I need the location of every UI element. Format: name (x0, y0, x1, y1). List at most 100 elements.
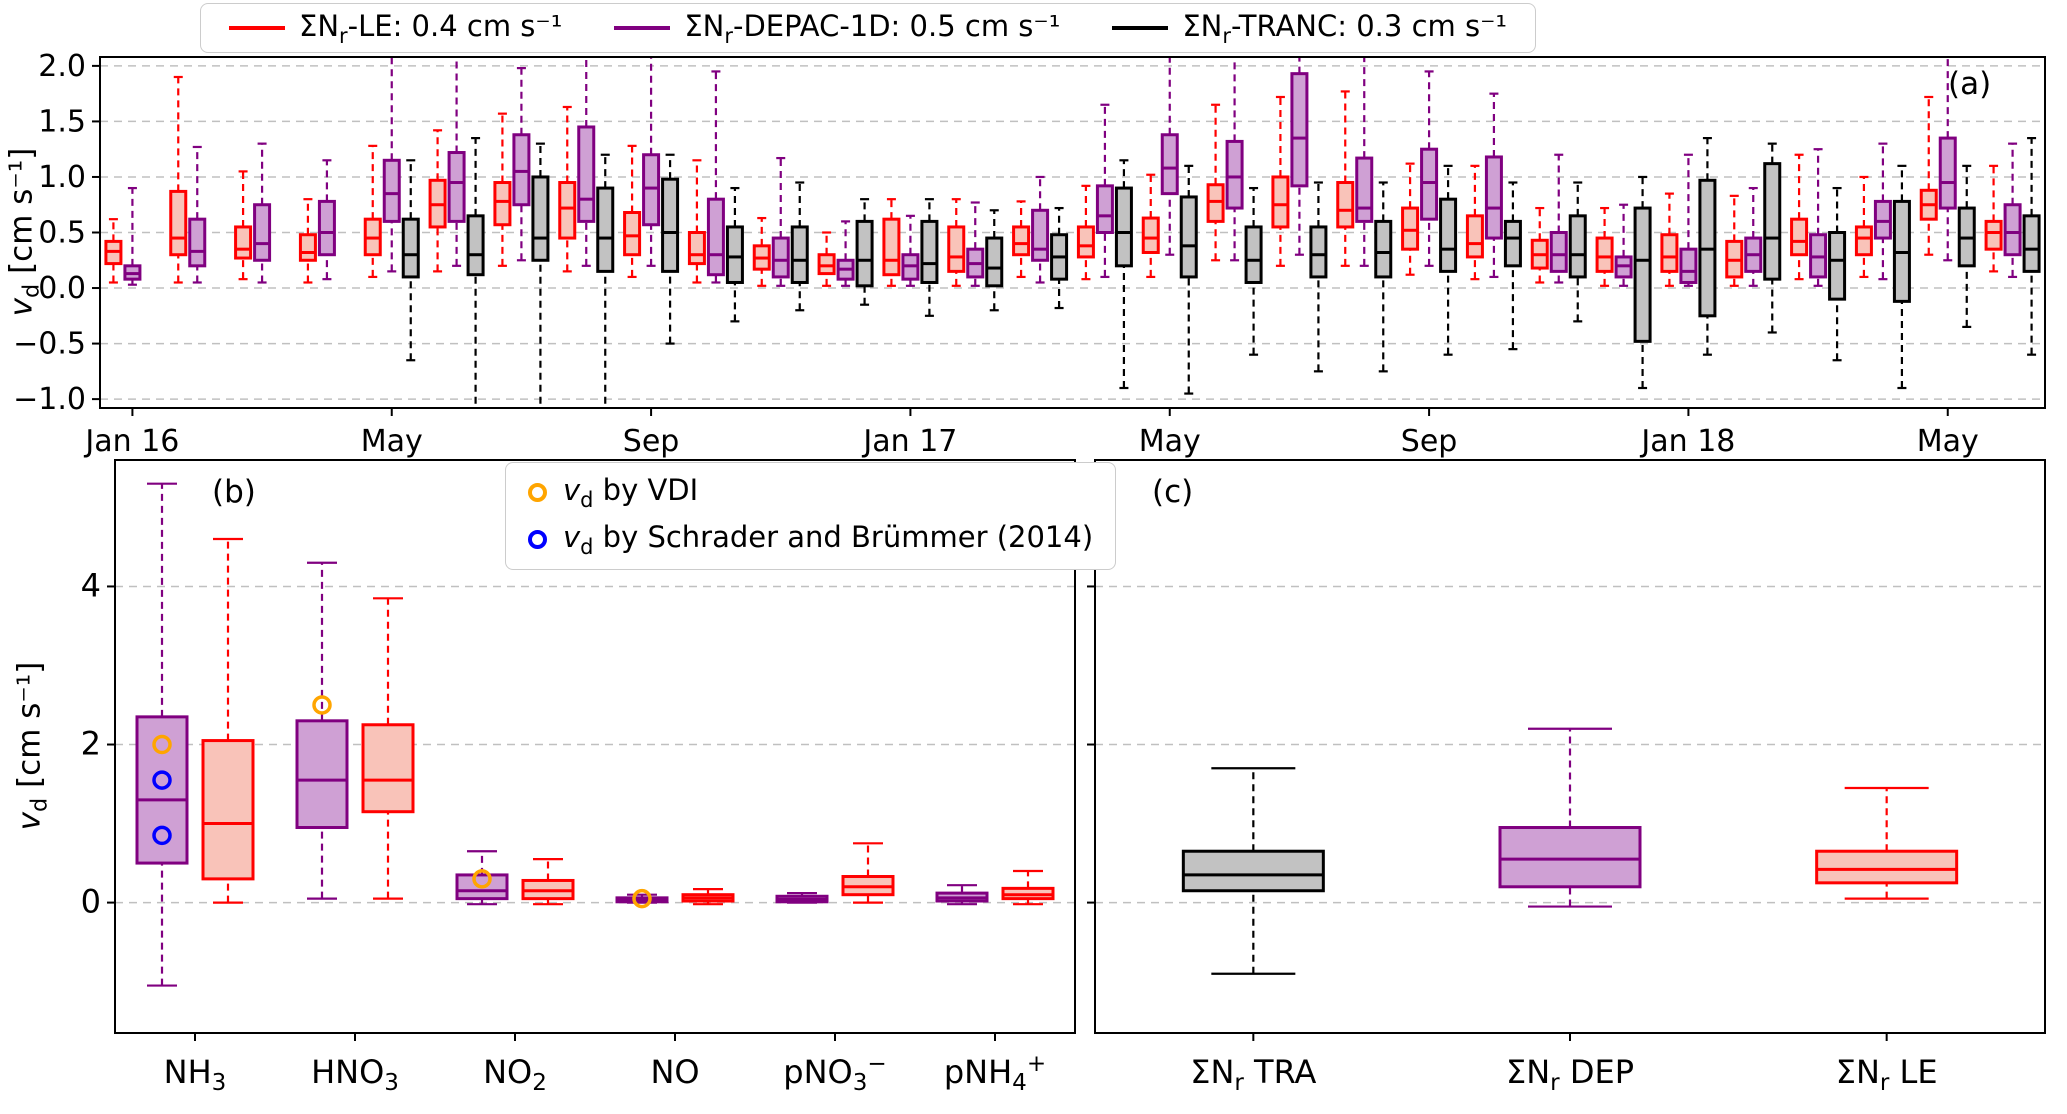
box (771, 156, 790, 287)
box (169, 75, 188, 284)
tick-label: ΣNr DEP (1506, 1053, 1634, 1096)
box (1050, 206, 1069, 310)
legend-label-le: ΣNr-LE: 0.4 cm s⁻¹ (299, 8, 563, 48)
box (985, 209, 1004, 312)
box (1498, 727, 1642, 908)
box (531, 142, 550, 408)
box (1179, 164, 1198, 395)
box (1873, 142, 1892, 281)
box (1076, 184, 1095, 281)
box (1984, 164, 2003, 273)
panel-a-monthly-boxplot-chart: 2.0 1.5 1.0 0.5 0.0 −0.5 −1.0 Jan 16 May Sep Jan 1… (13, 49, 2046, 459)
box (1374, 181, 1393, 373)
box (1763, 142, 1782, 334)
box (1244, 186, 1263, 356)
vdi-marker (472, 869, 492, 889)
tick-label: ΣNr TRA (1190, 1053, 1316, 1096)
box (455, 850, 509, 906)
black-line-icon (1112, 25, 1169, 30)
box (642, 57, 661, 267)
axis-ticks: 2.0 1.5 1.0 0.5 0.0 −0.5 −1.0 Jan 16 May Sep Jan 1… (13, 49, 1979, 459)
box (1439, 164, 1458, 356)
box (1957, 164, 1976, 329)
marker-legend-row-schrader: vd by Schrader and Brümmer (2014) (528, 520, 1093, 559)
box (1001, 869, 1055, 906)
box (188, 145, 207, 284)
svg-text:2.0: 2.0 (38, 49, 86, 84)
panel-b-letter: (b) (212, 474, 256, 510)
box (1160, 57, 1179, 256)
legend-entry-le: ΣNr-LE: 0.4 cm s⁻¹ (229, 8, 563, 48)
box (935, 884, 989, 906)
axis-ticks: ΣNr TRA ΣNr DEP ΣNr LE (1087, 585, 1938, 1096)
box (201, 537, 255, 904)
legend-label-tranc: ΣNr-TRANC: 0.3 cm s⁻¹ (1182, 8, 1508, 48)
tick-label: Sep (623, 424, 680, 459)
box (234, 170, 253, 281)
tick-label: pNH4+ (944, 1051, 1046, 1096)
box (1679, 153, 1698, 287)
panel-c-summary-boxplot-chart: ΣNr TRA ΣNr DEP ΣNr LE (1087, 459, 2046, 1096)
gridlines (100, 65, 2045, 400)
marker-legend-label-vdi: vd by VDI (563, 473, 699, 512)
box (104, 218, 123, 284)
box (1744, 186, 1763, 287)
box (1309, 181, 1328, 373)
box (298, 198, 317, 284)
box (947, 198, 966, 287)
tick-label: Jan 18 (1639, 424, 1735, 459)
box (1012, 200, 1031, 279)
tick-label: NO (650, 1053, 699, 1091)
tick-label: ΣNr LE (1836, 1053, 1938, 1096)
box (577, 57, 596, 267)
box (361, 597, 415, 900)
svg-text:2: 2 (81, 725, 101, 763)
box (966, 201, 985, 287)
purple-line-icon (614, 25, 671, 30)
box (1790, 153, 1809, 281)
box (317, 159, 336, 281)
tick-label: May (1139, 424, 1201, 459)
axes-frame (114, 459, 1076, 1034)
main-legend: ΣNr-LE: 0.4 cm s⁻¹ ΣNr-DEPAC-1D: 0.5 cm … (200, 3, 1537, 53)
box (817, 231, 836, 287)
box (1725, 194, 1744, 287)
box (295, 561, 349, 900)
vdi-marker (312, 695, 332, 715)
box (790, 181, 809, 312)
box (836, 220, 855, 287)
plot-data (1181, 727, 1959, 975)
box (558, 105, 577, 273)
panel-b-species-boxplot-chart: 0 2 4 NH3 HNO3 NO2 NO pNO3− pNH4+ (81, 459, 1076, 1096)
box (752, 216, 771, 287)
plot-data (104, 57, 2041, 408)
marker-legend-label-schrader: vd by Schrader and Brümmer (2014) (563, 519, 1094, 559)
box (1181, 767, 1325, 975)
tick-label: Jan 17 (861, 424, 957, 459)
box (1633, 175, 1652, 390)
box (1031, 175, 1050, 284)
box (253, 142, 272, 284)
box (363, 144, 382, 279)
box (1698, 136, 1717, 356)
box (1828, 186, 1847, 362)
box (1401, 162, 1420, 276)
box (920, 198, 939, 317)
box (123, 186, 142, 286)
panel-b-y-axis-label: vd [cm s⁻¹] (11, 661, 53, 831)
svg-text:1.5: 1.5 (38, 104, 86, 139)
box (681, 888, 735, 906)
tick-label: NH3 (164, 1053, 227, 1096)
box (401, 159, 420, 362)
box (1938, 57, 1957, 262)
box (1549, 153, 1568, 284)
marker-legend: vd by VDI vd by Schrader and Brümmer (20… (505, 462, 1117, 570)
legend-entry-depac: ΣNr-DEPAC-1D: 0.5 cm s⁻¹ (614, 9, 1060, 47)
box (428, 129, 447, 273)
box (596, 153, 615, 408)
tick-label: May (361, 424, 423, 459)
box (521, 858, 575, 906)
axes-frame (1094, 459, 2046, 1034)
box (615, 893, 669, 904)
box (1420, 70, 1439, 267)
